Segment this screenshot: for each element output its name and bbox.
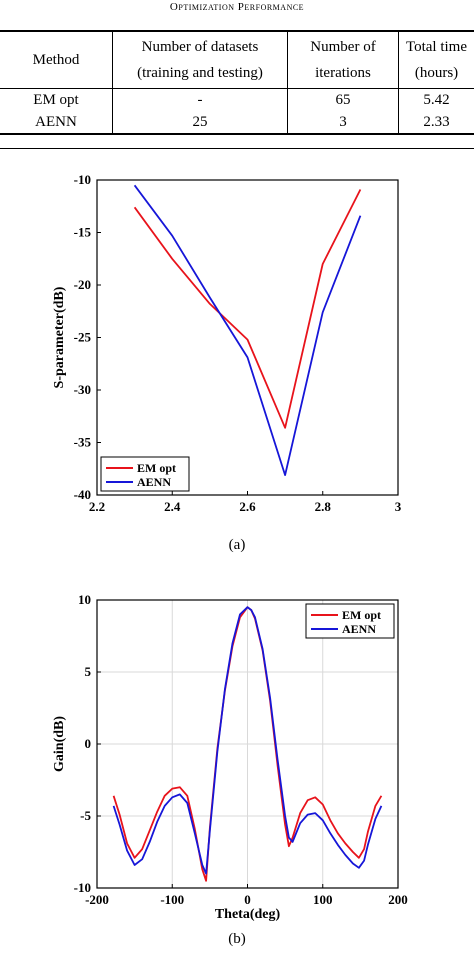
x-tick-label: 100 [313,892,333,907]
header-time: Total time (hours) [399,31,474,89]
y-tick-label: -35 [74,435,92,450]
header-time-line1: Total time [405,39,468,55]
y-tick-label: -20 [74,277,91,292]
cell-method: AENN [0,111,113,134]
table-row: EM opt - 65 5.42 [0,88,474,111]
y-tick-label: -25 [74,330,92,345]
x-tick-label: -100 [160,892,184,907]
y-tick-label: -15 [74,225,92,240]
x-tick-label: 2.2 [89,499,105,514]
header-datasets-line1: Number of datasets [141,39,259,55]
series-line-aenn [112,606,383,875]
legend-label: AENN [137,475,171,489]
legend-box [100,456,190,492]
y-tick-label: 5 [85,664,92,679]
chart-a-caption: (a) [228,537,246,553]
chart-b-caption: (b) [228,931,246,947]
cell-method: EM opt [0,88,113,111]
header-datasets: Number of datasets (training and testing… [112,31,288,89]
chart-a-s-parameter: 2.2 2.4 2.6 2.8 3 -10 -15 -20 -25 -30 -35 -40 S-para… [52,172,402,514]
table-header-row: Method Number of datasets (training and … [0,31,474,89]
table-caption: Optimization Performance [169,1,305,13]
table-row: AENN 25 3 2.33 [0,111,474,134]
series-line-em-opt [133,189,362,429]
y-tick-label: 0 [85,736,92,751]
cell-datasets: - [112,88,288,111]
cell-iterations: 3 [287,111,399,134]
table-bottom-rule [0,148,474,149]
header-datasets-line2: (training and testing) [137,65,263,81]
cell-time: 2.33 [423,114,450,130]
y-tick-label: -30 [74,382,91,397]
x-tick-label: 200 [388,892,408,907]
header-method: Method [0,31,113,89]
performance-table: Method Number of datasets (training and … [0,30,474,135]
y-tick-label: -5 [80,808,91,823]
plot-frame [96,179,399,496]
y-axis-label: S-parameter(dB) [52,286,67,388]
cell-datasets: 25 [112,111,288,134]
cell-time: 5.42 [423,92,450,108]
series-line-aenn [133,184,362,477]
x-tick-label: 2.4 [164,499,181,514]
y-tick-label: -40 [74,487,91,502]
header-time-line2: (hours) [414,65,459,81]
y-tick-label: 10 [78,592,91,607]
header-iterations-line1: Number of [310,39,376,55]
x-tick-label: 0 [244,892,251,907]
x-tick-label: 2.8 [315,499,332,514]
x-axis-label: Theta(deg) [215,907,281,922]
header-iterations-line2: iterations [315,65,371,81]
y-tick-label: -10 [74,172,91,187]
x-tick-label: 3 [395,499,402,514]
legend-box [305,603,395,639]
chart-b-gain: -200 -100 0 100 200 10 5 0 -5 -10 Gain(dB) Theta(de… [52,592,408,922]
legend-label: EM opt [137,461,176,475]
x-tick-label: 2.6 [239,499,256,514]
x-tick-label: -200 [85,892,109,907]
y-tick-label: -10 [74,880,91,895]
legend-label: AENN [342,622,376,636]
legend-label: EM opt [342,608,381,622]
header-iterations: Number of iterations [287,31,399,89]
y-axis-label: Gain(dB) [52,716,67,772]
cell-iterations: 65 [287,88,399,111]
